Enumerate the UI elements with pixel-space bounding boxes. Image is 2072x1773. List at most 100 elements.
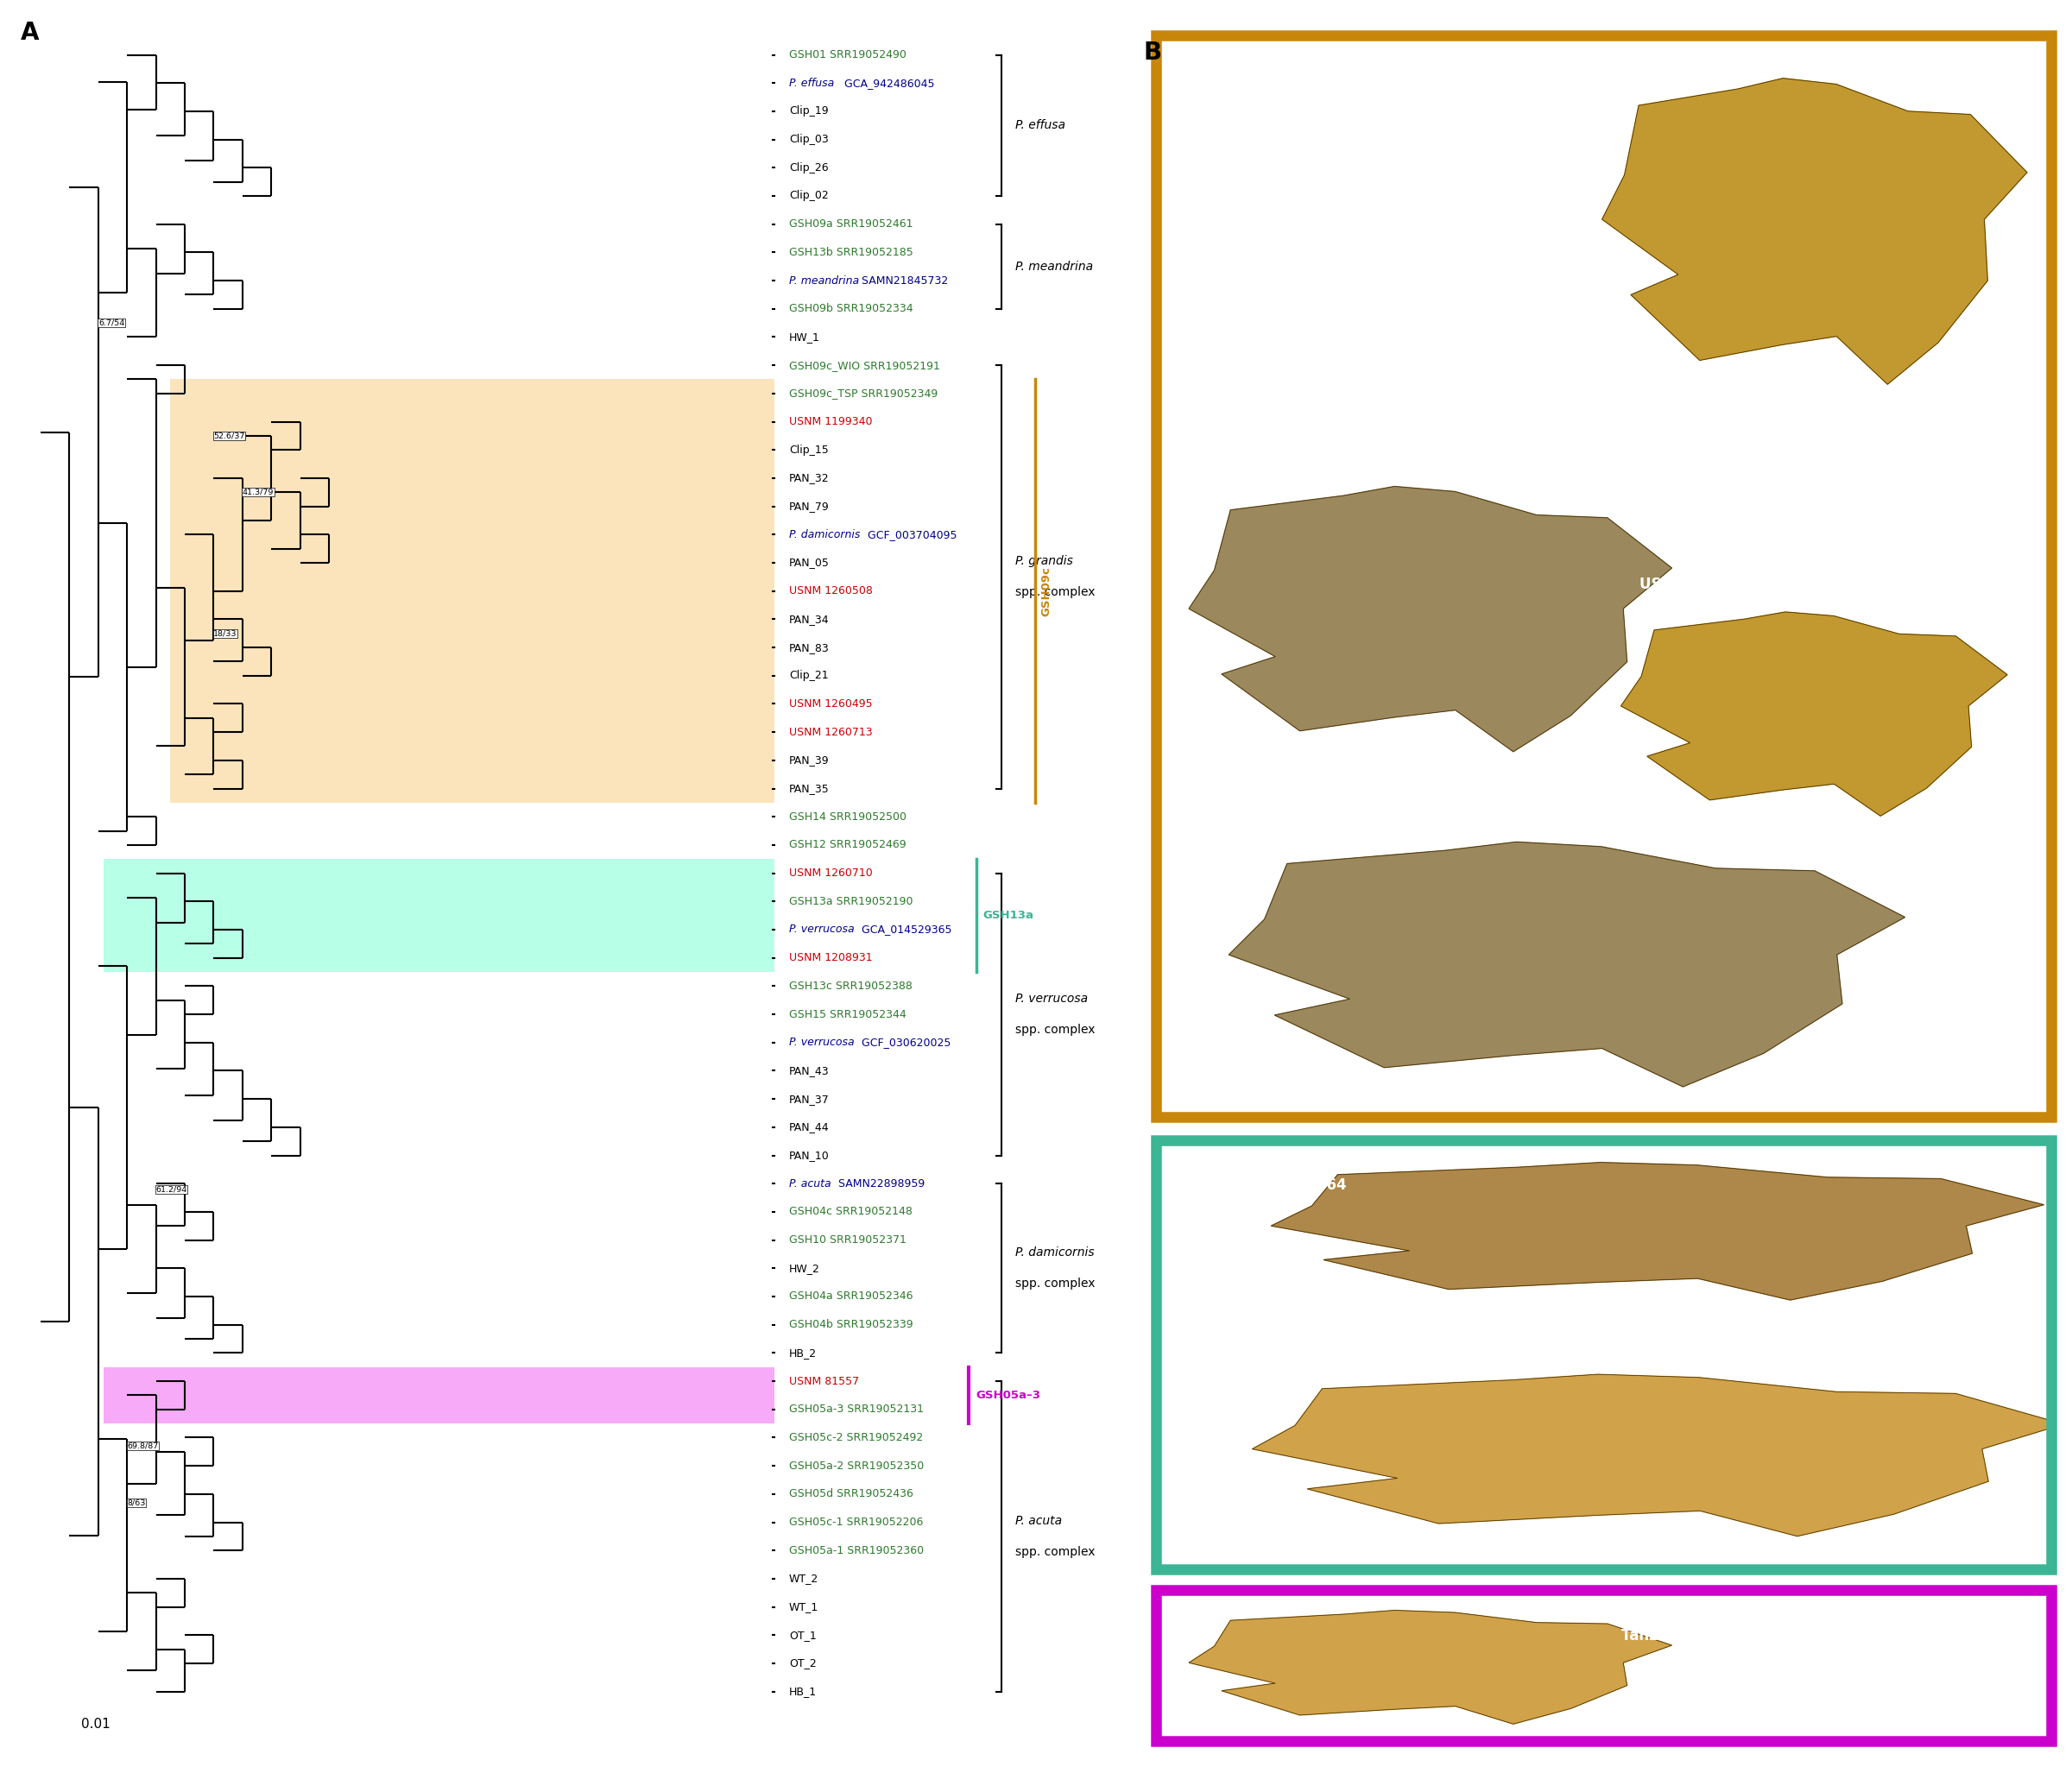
Text: USNM 1208931
Egypt, 1987: USNM 1208931 Egypt, 1987 [1202,1363,1324,1399]
Text: 18/33: 18/33 [213,629,238,637]
Text: SAMN22898959: SAMN22898959 [835,1177,924,1190]
Polygon shape [1602,78,2026,385]
Text: GSH09c_TSP SRR19052349: GSH09c_TSP SRR19052349 [789,388,939,399]
Text: 69.8/87: 69.8/87 [126,1441,157,1450]
Text: GSH04a SRR19052346: GSH04a SRR19052346 [789,1291,914,1301]
Text: GSH14 SRR19052500: GSH14 SRR19052500 [789,812,905,823]
Text: PAN_44: PAN_44 [789,1122,829,1133]
Text: GSH05c-1 SRR19052206: GSH05c-1 SRR19052206 [789,1516,922,1528]
Text: OT_1: OT_1 [789,1629,816,1640]
Text: P. damicornis: P. damicornis [1015,1246,1094,1259]
Text: GSH10 SRR19052371: GSH10 SRR19052371 [789,1234,905,1246]
Polygon shape [1251,1374,2064,1535]
Text: WT_2: WT_2 [789,1573,818,1585]
Text: spp. complex: spp. complex [1015,587,1094,599]
Text: P. meandrina: P. meandrina [1015,261,1092,273]
Text: PAN_79: PAN_79 [789,500,829,512]
Text: GSH04c SRR19052148: GSH04c SRR19052148 [789,1206,912,1218]
Polygon shape [1270,1163,2043,1300]
Text: GSH13a SRR19052190: GSH13a SRR19052190 [789,895,914,908]
Text: P. meandrina: P. meandrina [789,275,860,285]
Text: GCA_014529365: GCA_014529365 [858,924,951,934]
Text: P. verrucosa: P. verrucosa [1015,993,1088,1005]
Text: USNM 1260508
Mexico, 1934: USNM 1260508 Mexico, 1934 [1202,447,1324,482]
Text: spp. complex: spp. complex [1015,1278,1094,1289]
Text: GSH05d SRR19052436: GSH05d SRR19052436 [789,1489,914,1500]
Text: HW_2: HW_2 [789,1262,821,1273]
Text: GSH05a-3 SRR19052131: GSH05a-3 SRR19052131 [789,1404,924,1415]
Text: P. damicornis: P. damicornis [789,528,860,541]
Text: PAN_34: PAN_34 [789,613,829,624]
Text: PAN_10: PAN_10 [789,1151,829,1161]
Text: P. acuta: P. acuta [1015,1514,1061,1527]
Text: 6.7/54: 6.7/54 [97,319,124,326]
Text: USNM 1260713: USNM 1260713 [789,727,872,738]
Text: Clip_03: Clip_03 [789,135,829,145]
Text: 52.6/37: 52.6/37 [213,433,244,440]
Text: Clip_02: Clip_02 [789,190,829,202]
Text: GSH13b SRR19052185: GSH13b SRR19052185 [789,246,914,257]
Text: A: A [21,21,39,44]
Text: GCF_003704095: GCF_003704095 [864,528,957,541]
Text: GCA_942486045: GCA_942486045 [841,78,934,89]
Text: HB_1: HB_1 [789,1686,816,1697]
Text: GSH05a-1 SRR19052360: GSH05a-1 SRR19052360 [789,1544,924,1557]
Bar [170,379,775,803]
Text: GSH09b SRR19052334: GSH09b SRR19052334 [789,303,914,314]
Text: Clip_19: Clip_19 [789,106,829,117]
Text: USNM 1199340: USNM 1199340 [789,417,872,427]
Text: USNM 81557: USNM 81557 [789,1376,860,1386]
Text: USNM 1260710
Madagascar, 1964: USNM 1260710 Madagascar, 1964 [1202,1158,1347,1193]
Text: PAN_43: PAN_43 [789,1066,829,1076]
Text: WT_1: WT_1 [789,1601,818,1612]
Text: GSH09a SRR19052461: GSH09a SRR19052461 [789,218,914,230]
Text: USNM 1260713
Ecuador, 1966: USNM 1260713 Ecuador, 1966 [1202,78,1324,113]
Text: GSH13c SRR19052388: GSH13c SRR19052388 [789,980,912,991]
Text: USNM 1260508: USNM 1260508 [789,585,872,596]
Text: GSH09c: GSH09c [1040,566,1053,615]
Text: P. verrucosa: P. verrucosa [789,1037,854,1048]
Bar [104,860,775,972]
Text: PAN_39: PAN_39 [789,755,829,766]
Polygon shape [1189,486,1672,752]
Polygon shape [1620,612,2008,816]
Text: GSH05a–3: GSH05a–3 [976,1390,1040,1401]
Text: GSH01 SRR19052490: GSH01 SRR19052490 [789,50,905,60]
Text: PAN_05: PAN_05 [789,557,829,569]
Text: P. grandis: P. grandis [1015,555,1073,567]
Text: PAN_35: PAN_35 [789,784,829,794]
Text: PAN_83: PAN_83 [789,642,829,652]
Polygon shape [1229,842,1904,1087]
Text: PAN_32: PAN_32 [789,473,829,484]
Text: GSH13a: GSH13a [982,910,1034,922]
Text: USNM 81557
Tanzania, 1957: USNM 81557 Tanzania, 1957 [1622,1608,1743,1644]
Bar [104,1367,775,1424]
Text: GSH04b SRR19052339: GSH04b SRR19052339 [789,1319,914,1330]
Text: B: B [1144,41,1162,66]
Text: Clip_21: Clip_21 [789,670,829,681]
Text: GSH15 SRR19052344: GSH15 SRR19052344 [789,1009,905,1019]
Text: GSH12 SRR19052469: GSH12 SRR19052469 [789,839,905,851]
Text: PAN_37: PAN_37 [789,1094,829,1105]
Text: Clip_26: Clip_26 [789,161,829,174]
Text: GSH05a-2 SRR19052350: GSH05a-2 SRR19052350 [789,1461,924,1472]
Text: spp. complex: spp. complex [1015,1023,1094,1035]
Text: P. effusa: P. effusa [789,78,835,89]
Text: GCF_030620025: GCF_030620025 [858,1037,951,1048]
Text: USNM 1260495: USNM 1260495 [789,699,872,709]
Text: HB_2: HB_2 [789,1347,816,1358]
Text: P. verrucosa: P. verrucosa [789,924,854,934]
Text: 8/63: 8/63 [126,1498,145,1507]
Text: USNM 1260495
Panama, 1971: USNM 1260495 Panama, 1971 [1202,793,1324,828]
Text: Clip_15: Clip_15 [789,445,829,456]
Text: GSH09c_WIO SRR19052191: GSH09c_WIO SRR19052191 [789,360,941,371]
Text: HW_1: HW_1 [789,332,821,342]
Text: 0.01: 0.01 [81,1718,110,1730]
Text: OT_2: OT_2 [789,1658,816,1668]
Text: spp. complex: spp. complex [1015,1546,1094,1558]
Text: USNM 1199340
Ecuador, 1966: USNM 1199340 Ecuador, 1966 [1639,576,1763,612]
Polygon shape [1189,1610,1672,1723]
Text: USNM 1208931: USNM 1208931 [789,952,872,963]
Text: GSH05c-2 SRR19052492: GSH05c-2 SRR19052492 [789,1433,922,1443]
Text: 61.2/94: 61.2/94 [155,1186,186,1193]
